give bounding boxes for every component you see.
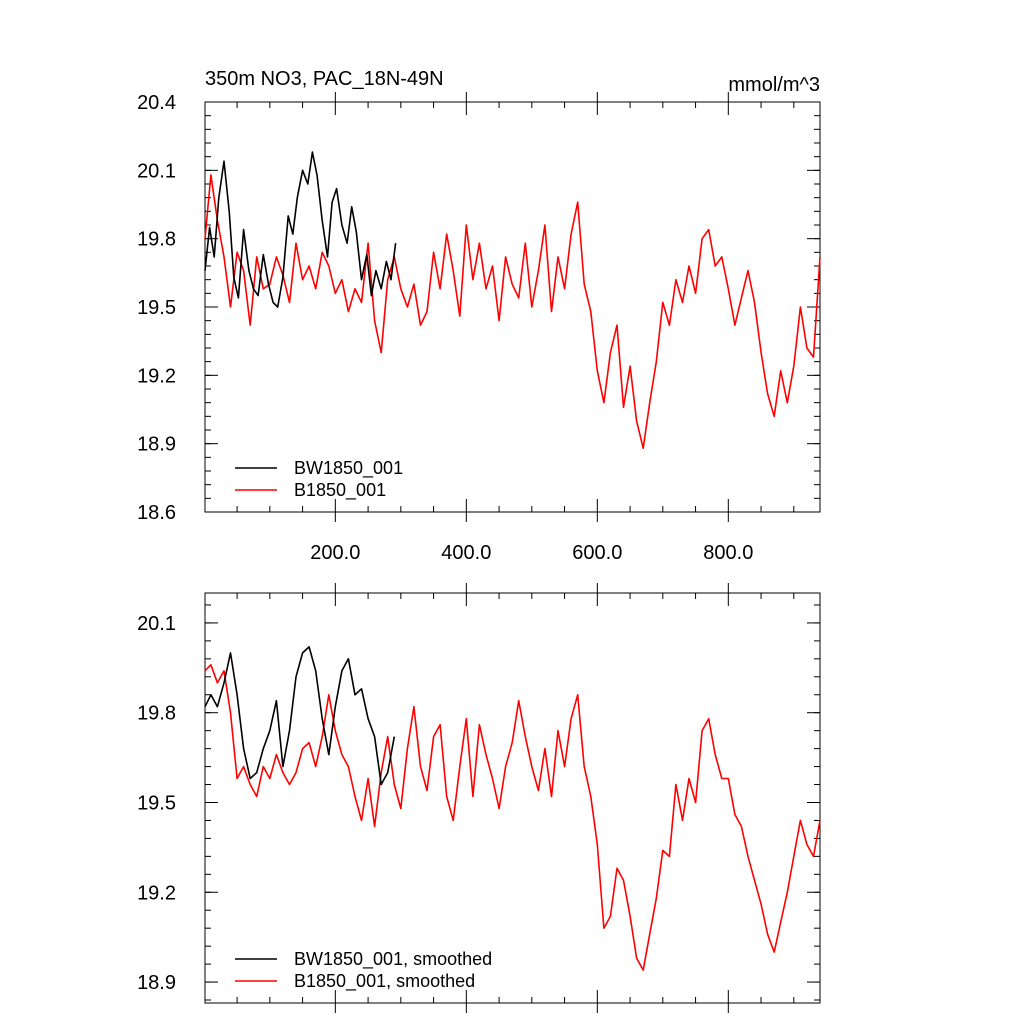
y-tick-label: 18.9 xyxy=(137,972,176,994)
legend-label: B1850_001, smoothed xyxy=(294,971,475,992)
y-tick-label: 19.5 xyxy=(137,297,176,319)
series-line-bw1850-001 xyxy=(204,151,397,308)
x-tick-label: 200.0 xyxy=(310,542,360,564)
legend-label: BW1850_001, smoothed xyxy=(294,949,492,970)
series-line-b1850-001 xyxy=(204,174,821,449)
plot-frame xyxy=(204,101,821,513)
y-tick-label: 19.8 xyxy=(137,229,176,251)
x-tick-label: 400.0 xyxy=(441,542,491,564)
y-tick-label: 19.2 xyxy=(137,882,176,904)
x-tick-label: 800.0 xyxy=(703,542,753,564)
y-tick-label: 20.4 xyxy=(137,92,176,114)
series-line-b1850-001-smoothed xyxy=(204,664,821,971)
chart-units: mmol/m^3 xyxy=(728,74,820,96)
x-tick-label: 600.0 xyxy=(572,542,622,564)
bottom-panel: 18.9 19.2 19.5 19.8 20.1 BW1850_001, smoothed… xyxy=(137,583,821,1013)
y-tick-label: 19.8 xyxy=(137,703,176,725)
y-tick-label: 18.6 xyxy=(137,502,176,524)
legend-label: B1850_001 xyxy=(294,480,386,501)
top-panel: 18.6 18.9 19.2 19.5 19.8 20.1 20.4 200.0 400.0 60… xyxy=(137,68,821,564)
chart-title: 350m NO3, PAC_18N-49N xyxy=(205,68,444,90)
series-line-bw1850-001-smoothed xyxy=(204,646,396,786)
plot-frame xyxy=(204,592,821,1004)
legend-label: BW1850_001 xyxy=(294,458,403,479)
y-tick-label: 20.1 xyxy=(137,160,176,182)
y-tick-label: 19.5 xyxy=(137,792,176,814)
y-tick-label: 19.2 xyxy=(137,365,176,387)
y-tick-label: 18.9 xyxy=(137,434,176,456)
y-tick-label: 20.1 xyxy=(137,613,176,635)
